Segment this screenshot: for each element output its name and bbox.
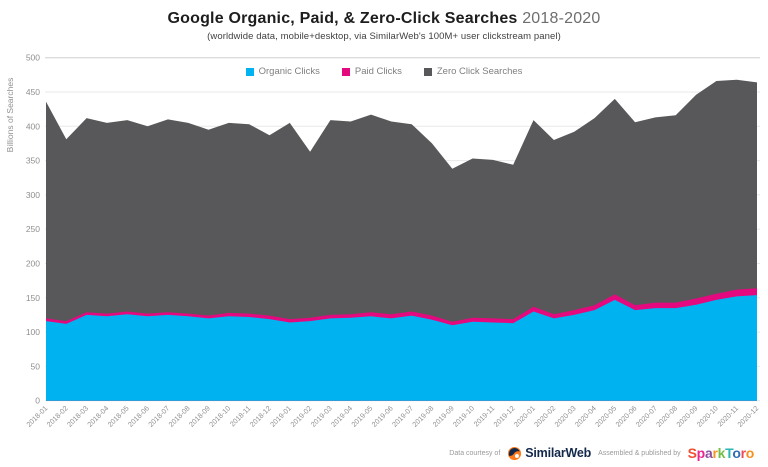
svg-text:2018-03: 2018-03	[65, 404, 90, 429]
svg-text:2020-10: 2020-10	[695, 404, 720, 429]
footer: Data courtesy of SimilarWeb Assembled & …	[449, 445, 754, 461]
sparktoro-letter: o	[745, 445, 755, 461]
svg-text:2020-02: 2020-02	[532, 404, 557, 429]
svg-text:2019-04: 2019-04	[329, 404, 354, 429]
svg-text:500: 500	[26, 53, 40, 63]
svg-text:2020-08: 2020-08	[654, 404, 679, 429]
svg-text:200: 200	[26, 259, 40, 269]
sparktoro-letter: o	[732, 445, 741, 461]
svg-text:2018-07: 2018-07	[146, 404, 171, 429]
legend-label: Zero Click Searches	[436, 66, 523, 77]
stacked-area-chart: 0 50 100 150 200 250 300 350 400 450 500 Billions o…	[5, 53, 760, 429]
svg-text:2019-09: 2019-09	[431, 404, 456, 429]
sparktoro-letter: r	[740, 445, 746, 461]
svg-text:2018-04: 2018-04	[85, 404, 110, 429]
svg-text:2020-01: 2020-01	[512, 404, 537, 429]
svg-text:2020-06: 2020-06	[614, 404, 639, 429]
svg-text:2020-07: 2020-07	[634, 404, 659, 429]
svg-text:2018-10: 2018-10	[207, 404, 232, 429]
chart-area: 0 50 100 150 200 250 300 350 400 450 500 Billions o…	[0, 48, 768, 440]
svg-text:2018-08: 2018-08	[167, 404, 192, 429]
legend-label: Paid Clicks	[354, 66, 402, 77]
assembled-label: Assembled & published by	[598, 449, 681, 457]
sparktoro-letter: T	[725, 445, 733, 461]
svg-text:0: 0	[35, 396, 40, 406]
sparktoro-letter: a	[704, 445, 713, 461]
legend-item-organic-clicks: Organic Clicks	[245, 66, 320, 77]
svg-text:2020-04: 2020-04	[573, 404, 598, 429]
page-title-period: 2018-2020	[522, 10, 601, 27]
legend-item-zero-click-searches: Zero Click Searches	[423, 66, 523, 77]
sparktoro-letter: k	[717, 445, 726, 461]
svg-text:2019-10: 2019-10	[451, 404, 476, 429]
svg-text:2019-07: 2019-07	[390, 404, 415, 429]
svg-text:2019-02: 2019-02	[288, 404, 313, 429]
svg-text:250: 250	[26, 224, 40, 234]
svg-text:2019-06: 2019-06	[370, 404, 395, 429]
svg-text:50: 50	[31, 361, 41, 371]
legend-label: Organic Clicks	[258, 66, 320, 77]
svg-text:150: 150	[26, 293, 40, 303]
svg-text:2020-03: 2020-03	[553, 404, 578, 429]
svg-text:2018-01: 2018-01	[24, 404, 49, 429]
svg-text:2018-05: 2018-05	[106, 404, 131, 429]
page-title: Google Organic, Paid, & Zero-Click Searc…	[0, 10, 768, 28]
page-subtitle: (worldwide data, mobile+desktop, via Sim…	[207, 31, 561, 42]
svg-text:2019-03: 2019-03	[309, 404, 334, 429]
chart-legend: Organic Clicks Paid Clicks Zero Click Sear…	[0, 66, 768, 77]
svg-text:2019-01: 2019-01	[268, 404, 293, 429]
svg-text:2020-12: 2020-12	[735, 404, 760, 429]
svg-text:2018-06: 2018-06	[126, 404, 151, 429]
svg-text:2018-12: 2018-12	[248, 404, 273, 429]
sparktoro-letter: p	[696, 445, 706, 461]
svg-text:450: 450	[26, 87, 40, 97]
legend-swatch-icon	[245, 67, 254, 76]
svg-text:350: 350	[26, 156, 40, 166]
y-axis-title: Billions of Searches	[5, 78, 15, 153]
x-axis-labels: 2018-012018-022018-032018-042018-052018-…	[24, 404, 760, 429]
page-title-main: Google Organic, Paid, & Zero-Click Searc…	[167, 10, 518, 27]
similarweb-icon	[508, 446, 522, 460]
area-organic-clicks	[46, 295, 757, 401]
legend-swatch-icon	[423, 67, 432, 76]
sparktoro-letter: S	[687, 445, 697, 461]
svg-text:2018-09: 2018-09	[187, 404, 212, 429]
similarweb-logo: SimilarWeb	[507, 446, 591, 461]
svg-text:2019-12: 2019-12	[492, 404, 517, 429]
sparktoro-wordmark: SparkToro	[687, 445, 755, 461]
legend-item-paid-clicks: Paid Clicks	[341, 66, 402, 77]
legend-swatch-icon	[341, 67, 350, 76]
similarweb-wordmark: SimilarWeb	[525, 446, 592, 460]
svg-text:300: 300	[26, 190, 40, 200]
y-axis-labels: 0 50 100 150 200 250 300 350 400 450 500	[26, 53, 40, 406]
svg-text:2019-08: 2019-08	[410, 404, 435, 429]
svg-text:2018-02: 2018-02	[45, 404, 70, 429]
sparktoro-letter: r	[712, 445, 718, 461]
courtesy-label: Data courtesy of	[449, 449, 501, 457]
svg-text:100: 100	[26, 327, 40, 337]
svg-text:2020-09: 2020-09	[674, 404, 699, 429]
svg-text:2019-05: 2019-05	[349, 404, 374, 429]
svg-text:400: 400	[26, 121, 40, 131]
svg-text:2020-05: 2020-05	[593, 404, 618, 429]
chart-header: Google Organic, Paid, & Zero-Click Searc…	[0, 10, 768, 42]
